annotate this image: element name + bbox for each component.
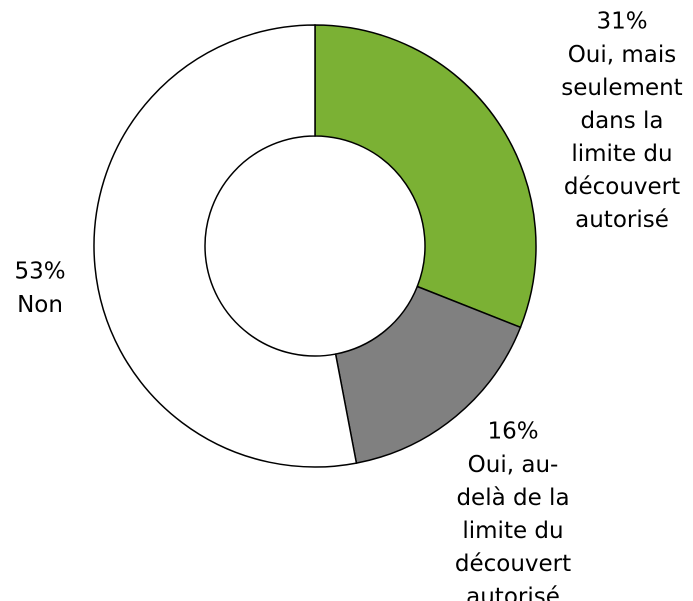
label-line: Non (17, 292, 63, 318)
label-line: découvert (455, 551, 571, 577)
label-line: limite du (462, 518, 563, 544)
slice-percent-label: 31% (596, 9, 647, 35)
slice-percent-label: 53% (14, 259, 65, 285)
label-line: Oui, mais (568, 42, 677, 68)
label-line: dans la (580, 108, 663, 134)
label-line: delà de la (456, 485, 569, 511)
slice-percent-label: 16% (487, 419, 538, 445)
label-line: limite du (571, 141, 672, 167)
label-line: autorisé (575, 207, 669, 233)
label-line: Oui, au- (468, 452, 559, 478)
slice-category-label: Oui, mais seulement dans la limite du découv… (561, 42, 682, 233)
slice-category-label: Oui, au-delà de la limite du découvert auto… (455, 452, 571, 601)
slice-category-label: Non (17, 292, 63, 318)
donut-slice (93, 24, 358, 468)
donut-slice (334, 285, 522, 464)
label-line: découvert (564, 174, 680, 200)
label-line: autorisé (466, 584, 560, 601)
donut-slice (314, 24, 537, 329)
label-line: seulement (561, 75, 682, 101)
